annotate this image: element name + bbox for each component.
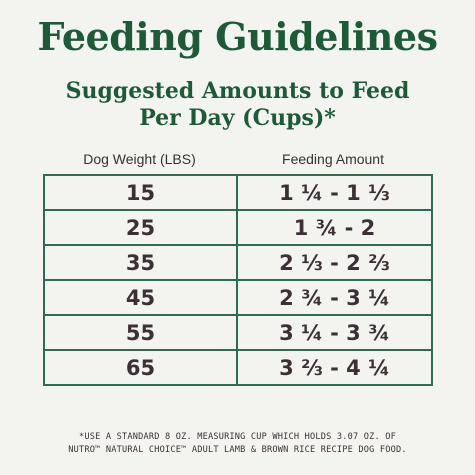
weight-cell: 25 — [43, 209, 238, 246]
weight-cell: 55 — [43, 314, 238, 351]
amount-cell: 1 ¾ - 2 — [236, 209, 433, 246]
column-header-weight: Dog Weight (LBS) — [83, 151, 196, 167]
table-row: 25 1 ¾ - 2 — [43, 209, 433, 246]
table-row: 65 3 ⅔ - 4 ¼ — [43, 349, 433, 386]
footnote: *USE A STANDARD 8 OZ. MEASURING CUP WHIC… — [0, 431, 475, 457]
table-row: 45 2 ¾ - 3 ¼ — [43, 279, 433, 316]
footnote-line-1: *USE A STANDARD 8 OZ. MEASURING CUP WHIC… — [78, 432, 397, 442]
amount-cell: 2 ⅓ - 2 ⅔ — [236, 244, 433, 281]
weight-cell: 45 — [43, 279, 238, 316]
table-row: 15 1 ¼ - 1 ⅓ — [43, 174, 433, 211]
column-header-amount: Feeding Amount — [282, 151, 384, 167]
weight-cell: 15 — [43, 174, 238, 211]
feeding-table: 15 1 ¼ - 1 ⅓ 25 1 ¾ - 2 35 2 ⅓ - 2 ⅔ 45 … — [43, 174, 433, 386]
footnote-line-2: NUTRO™ NATURAL CHOICE™ ADULT LAMB & BROW… — [68, 445, 407, 455]
weight-cell: 35 — [43, 244, 238, 281]
subtitle-line-2: Per Day (Cups)* — [139, 105, 336, 131]
amount-cell: 2 ¾ - 3 ¼ — [236, 279, 433, 316]
weight-cell: 65 — [43, 349, 238, 386]
subtitle-line-1: Suggested Amounts to Feed — [65, 78, 410, 104]
table-row: 55 3 ¼ - 3 ¾ — [43, 314, 433, 351]
amount-cell: 3 ¼ - 3 ¾ — [236, 314, 433, 351]
page-title: Feeding Guidelines — [37, 14, 438, 59]
subtitle: Suggested Amounts to Feed Per Day (Cups)… — [0, 78, 475, 132]
amount-cell: 3 ⅔ - 4 ¼ — [236, 349, 433, 386]
amount-cell: 1 ¼ - 1 ⅓ — [236, 174, 433, 211]
table-row: 35 2 ⅓ - 2 ⅔ — [43, 244, 433, 281]
